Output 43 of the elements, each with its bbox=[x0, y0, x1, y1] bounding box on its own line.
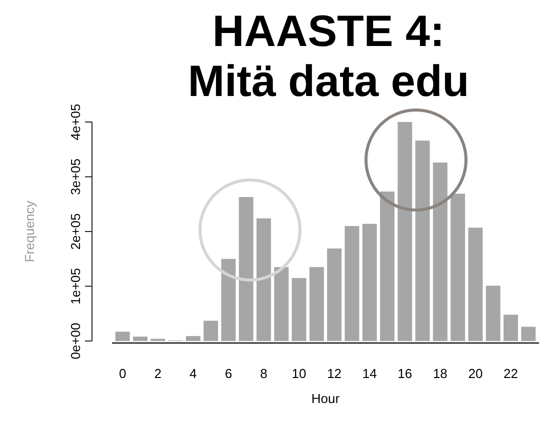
bar bbox=[432, 162, 448, 341]
x-axis-title: Hour bbox=[311, 391, 340, 406]
bar bbox=[221, 258, 236, 341]
x-tick-label: 0 bbox=[118, 366, 126, 381]
bar bbox=[238, 197, 254, 341]
bar bbox=[186, 336, 200, 341]
bar bbox=[450, 194, 466, 341]
x-tick-label: 22 bbox=[504, 366, 518, 381]
bar bbox=[521, 326, 536, 341]
x-tick-label: 10 bbox=[292, 366, 306, 381]
bar bbox=[344, 226, 360, 341]
bar bbox=[415, 140, 430, 341]
bar bbox=[504, 314, 518, 341]
text: Mitä data edu bbox=[188, 57, 470, 106]
x-tick-label: 12 bbox=[327, 366, 342, 381]
x-tick-label: 4 bbox=[190, 366, 197, 381]
y-axis-title: Frequency bbox=[22, 200, 37, 262]
bar bbox=[256, 218, 271, 341]
y-tick-label: 4e+05 bbox=[68, 104, 83, 140]
bar bbox=[362, 224, 377, 341]
y-tick-label: 3e+05 bbox=[68, 158, 83, 196]
bar bbox=[327, 248, 342, 341]
x-tick-label: 14 bbox=[362, 366, 377, 381]
bar bbox=[486, 286, 500, 341]
y-tick-label: 1e+05 bbox=[68, 268, 83, 305]
y-tick-label: 0e+00 bbox=[68, 322, 83, 360]
text: HAASTE 4: bbox=[212, 7, 445, 56]
bar bbox=[380, 192, 394, 341]
bar bbox=[398, 122, 412, 341]
x-tick-label: 18 bbox=[432, 366, 448, 381]
y-tick-label: 2e+05 bbox=[68, 213, 83, 250]
bar bbox=[468, 228, 483, 341]
x-tick-label: 16 bbox=[398, 366, 412, 381]
x-tick-label: 8 bbox=[260, 366, 268, 381]
x-tick-label: 2 bbox=[154, 366, 162, 381]
bar bbox=[204, 320, 218, 341]
bar bbox=[115, 332, 130, 341]
bar bbox=[292, 278, 306, 341]
x-tick-label: 20 bbox=[468, 366, 483, 381]
x-tick-label: 6 bbox=[224, 366, 232, 381]
bar bbox=[132, 336, 148, 341]
bar bbox=[274, 267, 289, 341]
bar bbox=[309, 267, 324, 341]
